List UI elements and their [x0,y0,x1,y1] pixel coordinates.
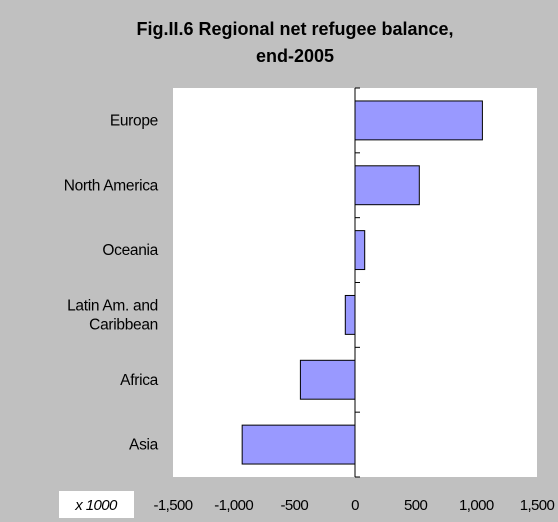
bar-africa [299,359,356,400]
category-label: Africa [120,372,159,389]
unit-label: x 1000 [74,497,118,514]
category-label: Latin Am. and [67,297,158,314]
category-label: Europe [110,112,158,129]
bar-oceania [354,230,366,271]
category-label: Asia [129,437,159,454]
x-tick-label: 0 [351,497,359,514]
axis-ticks-group [355,87,360,478]
bar-north-america [354,165,420,206]
category-label: Caribbean [89,316,158,333]
chart-title-line-1: Fig.II.6 Regional net refugee balance, [136,19,453,39]
category-label: Oceania [102,242,158,259]
x-tick-label: 1,000 [459,497,494,514]
category-labels-group: Europe North America Oceania Latin Am. and C… [64,112,159,453]
bar-asia [241,424,356,465]
x-tick-label: -500 [281,497,309,514]
unit-label-box [59,491,134,518]
bar-europe [354,100,483,141]
x-tick-label: -1,000 [214,497,253,514]
x-tick-labels-group: -1,500 -1,000 -500 0 500 1,000 1,500 [154,497,556,514]
category-label: North America [64,177,159,194]
x-tick-label: -1,500 [154,497,193,514]
bar-latin-am-and-caribbean [344,294,356,335]
x-tick-label: 500 [404,497,427,514]
x-tick-label: 1,500 [520,497,555,514]
chart-title-line-2: end-2005 [256,46,334,66]
